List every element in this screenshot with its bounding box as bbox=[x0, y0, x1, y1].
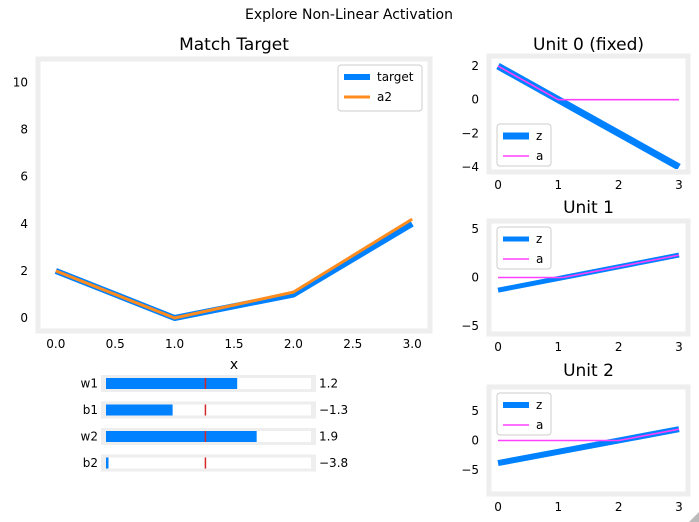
x-tick-label: 3 bbox=[675, 178, 683, 192]
slider-fill bbox=[106, 431, 257, 442]
x-tick-label: 2.5 bbox=[343, 337, 362, 351]
x-tick-label: 0 bbox=[494, 340, 502, 354]
x-tick-label: 3.0 bbox=[403, 337, 422, 351]
legend-label: a bbox=[536, 252, 543, 266]
slider-value: 1.2 bbox=[319, 377, 338, 391]
x-tick-label: 2 bbox=[615, 500, 623, 514]
legend: za bbox=[496, 226, 552, 270]
chart-main: Match Target 0.0 0.5 1.0 1.5 2.0 2.5 3.0 0 2 4 6 8 10… bbox=[13, 35, 433, 373]
y-tick-label: 5 bbox=[471, 222, 479, 236]
y-tick-label: 0 bbox=[471, 434, 479, 448]
x-axis-label: x bbox=[230, 357, 238, 373]
y-tick-label: −2 bbox=[461, 126, 479, 140]
x-tick-label: 1 bbox=[555, 340, 563, 354]
x-tick-label: 3 bbox=[675, 340, 683, 354]
y-tick-label: 10 bbox=[13, 76, 28, 90]
y-tick-label: 0 bbox=[471, 271, 479, 285]
slider-fill bbox=[106, 378, 238, 389]
y-tick-label: −5 bbox=[461, 463, 479, 477]
y-tick-label: 0 bbox=[471, 93, 479, 107]
slider-fill bbox=[106, 457, 109, 469]
slider-value: 1.9 bbox=[319, 430, 338, 444]
y-tick-label: −5 bbox=[461, 319, 479, 333]
legend: target a2 bbox=[337, 64, 423, 112]
y-tick-label: −4 bbox=[461, 160, 479, 174]
figure-suptitle: Explore Non-Linear Activation bbox=[245, 7, 453, 23]
y-tick-label: 4 bbox=[20, 217, 28, 231]
x-tick-label: 0 bbox=[494, 500, 502, 514]
series-line-a bbox=[498, 254, 680, 279]
chart-title: Match Target bbox=[179, 35, 289, 55]
legend-label: z bbox=[536, 129, 542, 143]
y-tick-label: 0 bbox=[20, 311, 28, 325]
slider-w2[interactable]: w2 1.9 bbox=[81, 428, 339, 445]
slider-fill bbox=[106, 404, 173, 416]
slider-label: b2 bbox=[83, 456, 98, 470]
series-line-a bbox=[498, 428, 680, 442]
legend-label: z bbox=[536, 232, 542, 246]
x-tick-label: 0.5 bbox=[106, 337, 125, 351]
y-tick-label: 8 bbox=[20, 123, 28, 137]
x-tick-label: 1.0 bbox=[165, 337, 184, 351]
series-line-a2 bbox=[55, 217, 413, 320]
x-tick-label: 0.0 bbox=[46, 337, 65, 351]
x-tick-label: 0 bbox=[494, 178, 502, 192]
chart-unit0: Unit 0 (fixed) 0 1 2 3 2 0 −2 −4 za bbox=[461, 35, 691, 192]
slider-label: w2 bbox=[81, 430, 98, 444]
x-tick-label: 3 bbox=[675, 500, 683, 514]
legend: za bbox=[496, 123, 552, 167]
slider-value: −1.3 bbox=[319, 403, 348, 417]
slider-w1[interactable]: w1 1.2 bbox=[81, 375, 339, 392]
slider-track-inner bbox=[106, 457, 311, 469]
x-tick-label: 1 bbox=[555, 178, 563, 192]
legend-label: a bbox=[536, 149, 543, 163]
slider-value: −3.8 bbox=[319, 456, 348, 470]
y-tick-label: 2 bbox=[471, 59, 479, 73]
chart-unit2: Unit 2 0 1 2 3 5 0 −5 za bbox=[461, 361, 691, 514]
chart-title: Unit 1 bbox=[563, 198, 614, 218]
legend-label: z bbox=[536, 398, 542, 412]
y-tick-label: 2 bbox=[20, 264, 28, 278]
chart-title: Unit 2 bbox=[563, 361, 614, 381]
slider-track-inner bbox=[106, 404, 311, 416]
series-line-a bbox=[497, 65, 679, 101]
legend-label: a bbox=[536, 418, 543, 432]
x-tick-label: 2 bbox=[615, 178, 623, 192]
slider-label: b1 bbox=[83, 403, 98, 417]
slider-b1[interactable]: b1 −1.3 bbox=[83, 401, 348, 419]
slider-b2[interactable]: b2 −3.8 bbox=[83, 454, 348, 472]
x-tick-label: 2.0 bbox=[284, 337, 303, 351]
y-tick-label: 6 bbox=[20, 170, 28, 184]
y-tick-label: 5 bbox=[471, 404, 479, 418]
slider-label: w1 bbox=[81, 377, 98, 391]
legend-label: a2 bbox=[377, 90, 392, 104]
x-tick-label: 2 bbox=[615, 340, 623, 354]
x-tick-label: 1 bbox=[555, 500, 563, 514]
legend-label: target bbox=[377, 70, 414, 84]
x-tick-label: 1.5 bbox=[224, 337, 243, 351]
resize-grip-icon[interactable] bbox=[689, 512, 699, 522]
chart-unit1: Unit 1 0 1 2 3 5 0 −5 za bbox=[461, 198, 691, 354]
legend: za bbox=[496, 392, 552, 436]
chart-title: Unit 0 (fixed) bbox=[533, 35, 644, 55]
